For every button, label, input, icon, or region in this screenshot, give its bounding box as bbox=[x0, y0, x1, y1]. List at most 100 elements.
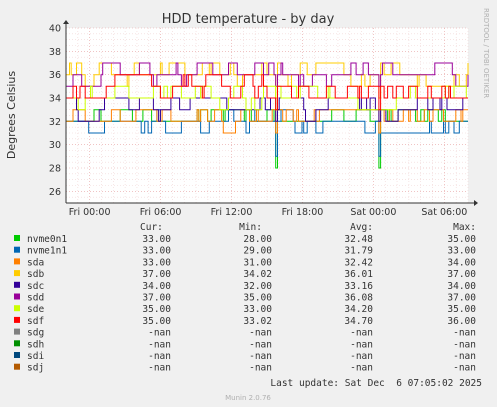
legend-swatch bbox=[14, 246, 20, 253]
legend-cur: 33.00 bbox=[142, 246, 171, 257]
legend-header-max: Max: bbox=[453, 222, 476, 233]
legend-swatch bbox=[14, 328, 20, 335]
legend-min: -nan bbox=[249, 339, 272, 350]
legend-row-sdg: sdg -nan -nan -nan -nan bbox=[14, 328, 476, 339]
legend-header-min: Min: bbox=[239, 222, 262, 233]
legend-swatch bbox=[14, 305, 20, 312]
legend-swatch bbox=[14, 316, 20, 323]
y-tick-label: 36 bbox=[49, 70, 61, 81]
legend-min: 35.00 bbox=[243, 293, 272, 304]
legend-row-sdj: sdj -nan -nan -nan -nan bbox=[14, 363, 476, 374]
legend-min: -nan bbox=[249, 328, 272, 339]
legend-name: sdb bbox=[27, 269, 44, 280]
legend-cur: 33.00 bbox=[142, 234, 171, 245]
legend-row-sdf: sdf 35.00 33.02 34.70 36.00 bbox=[14, 316, 476, 327]
legend-min: -nan bbox=[249, 351, 272, 362]
legend-max: 34.00 bbox=[447, 281, 476, 292]
legend: nvme0n1 33.00 28.00 32.48 35.00 nvme1n1 33.00 2… bbox=[14, 234, 476, 374]
legend-avg: 34.70 bbox=[344, 316, 373, 327]
legend-cur: 37.00 bbox=[142, 269, 171, 280]
legend-header: Cur: Min: Avg: Max: bbox=[140, 222, 476, 233]
legend-row-sdi: sdi -nan -nan -nan -nan bbox=[14, 351, 476, 362]
y-tick-label: 34 bbox=[49, 94, 61, 105]
y-tick-label: 30 bbox=[49, 140, 61, 151]
x-tick-labels: Fri 00:00 Fri 06:00 Fri 12:00 Fri 18:00 Sat … bbox=[69, 207, 468, 218]
legend-max: -nan bbox=[453, 363, 476, 374]
y-tick-label: 26 bbox=[49, 187, 61, 198]
legend-cur: 33.00 bbox=[142, 257, 171, 268]
legend-cur: 35.00 bbox=[142, 316, 171, 327]
x-tick-label: Fri 18:00 bbox=[282, 207, 324, 218]
legend-max: 37.00 bbox=[447, 269, 476, 280]
legend-row-sdc: sdc 34.00 32.00 33.16 34.00 bbox=[14, 281, 476, 292]
legend-header-cur: Cur: bbox=[140, 222, 163, 233]
munin-footer: Munin 2.0.76 bbox=[225, 394, 271, 402]
legend-max: 35.00 bbox=[447, 304, 476, 315]
x-tick-label: Fri 06:00 bbox=[140, 207, 182, 218]
x-tick-label: Fri 00:00 bbox=[69, 207, 111, 218]
legend-min: 28.00 bbox=[243, 234, 272, 245]
legend-min: 33.02 bbox=[243, 316, 272, 327]
legend-max: -nan bbox=[453, 351, 476, 362]
legend-avg: 32.48 bbox=[344, 234, 373, 245]
series-lines bbox=[66, 62, 469, 169]
x-tick-label: Sat 06:00 bbox=[421, 207, 467, 218]
legend-cur: -nan bbox=[148, 351, 171, 362]
series-line-sde bbox=[66, 85, 468, 111]
legend-row-nvme1n1: nvme1n1 33.00 29.00 31.79 33.00 bbox=[14, 246, 476, 257]
legend-avg: -nan bbox=[350, 328, 373, 339]
legend-row-sdd: sdd 37.00 35.00 36.08 37.00 bbox=[14, 293, 476, 304]
y-tick-label: 38 bbox=[49, 47, 61, 58]
legend-max: 35.00 bbox=[447, 234, 476, 245]
y-tick-labels: 26 28 30 32 34 36 38 40 bbox=[49, 24, 61, 198]
legend-name: sdj bbox=[27, 363, 44, 374]
legend-avg: 36.01 bbox=[344, 269, 373, 280]
legend-name: sdd bbox=[27, 293, 44, 304]
legend-min: 29.00 bbox=[243, 246, 272, 257]
legend-name: nvme0n1 bbox=[27, 234, 67, 245]
legend-cur: 37.00 bbox=[142, 293, 171, 304]
legend-cur: -nan bbox=[148, 339, 171, 350]
legend-max: -nan bbox=[453, 328, 476, 339]
legend-row-sde: sde 35.00 33.00 34.20 35.00 bbox=[14, 304, 476, 315]
legend-header-avg: Avg: bbox=[350, 222, 373, 233]
last-update: Last update: Sat Dec 6 07:05:02 2025 bbox=[270, 378, 482, 389]
legend-avg: 34.20 bbox=[344, 304, 373, 315]
legend-cur: 34.00 bbox=[142, 281, 171, 292]
legend-row-sdh: sdh -nan -nan -nan -nan bbox=[14, 339, 476, 350]
legend-swatch bbox=[14, 281, 20, 288]
legend-name: sdf bbox=[27, 316, 44, 327]
y-tick-label: 40 bbox=[49, 24, 61, 35]
legend-avg: 31.79 bbox=[344, 246, 373, 257]
legend-swatch bbox=[14, 363, 20, 370]
legend-min: 31.00 bbox=[243, 257, 272, 268]
legend-swatch bbox=[14, 293, 20, 300]
y-axis-arrow bbox=[63, 20, 69, 24]
axes bbox=[63, 20, 478, 206]
legend-cur: 35.00 bbox=[142, 304, 171, 315]
legend-avg: -nan bbox=[350, 363, 373, 374]
legend-avg: 36.08 bbox=[344, 293, 373, 304]
legend-row-sda: sda 33.00 31.00 32.42 34.00 bbox=[14, 257, 476, 268]
legend-name: sda bbox=[27, 257, 44, 268]
legend-name: sde bbox=[27, 304, 44, 315]
legend-max: 33.00 bbox=[447, 246, 476, 257]
legend-swatch bbox=[14, 270, 20, 277]
legend-avg: -nan bbox=[350, 339, 373, 350]
legend-cur: -nan bbox=[148, 363, 171, 374]
legend-name: nvme1n1 bbox=[27, 246, 67, 257]
legend-swatch bbox=[14, 258, 20, 265]
legend-name: sdc bbox=[27, 281, 44, 292]
legend-max: 37.00 bbox=[447, 293, 476, 304]
legend-min: 34.02 bbox=[243, 269, 272, 280]
legend-avg: -nan bbox=[350, 351, 373, 362]
legend-avg: 32.42 bbox=[344, 257, 373, 268]
legend-name: sdi bbox=[27, 351, 44, 362]
legend-min: 33.00 bbox=[243, 304, 272, 315]
x-axis-arrow bbox=[474, 200, 478, 206]
legend-avg: 33.16 bbox=[344, 281, 373, 292]
legend-min: 32.00 bbox=[243, 281, 272, 292]
x-tick-label: Fri 12:00 bbox=[211, 207, 253, 218]
legend-swatch bbox=[14, 235, 20, 241]
